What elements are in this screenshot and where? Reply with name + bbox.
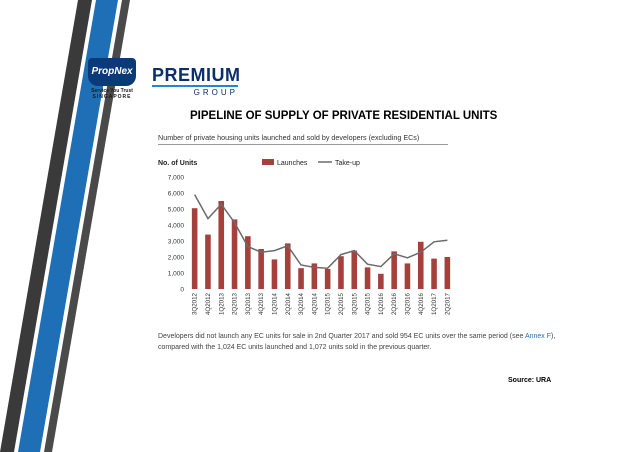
x-tick-label: 2Q2017 <box>444 292 451 315</box>
x-tick-label: 2Q2014 <box>285 292 292 315</box>
bar-launches <box>298 268 304 289</box>
premium-word: PREMIUM <box>152 65 241 85</box>
chart-title: Number of private housing units launched… <box>158 133 448 145</box>
decorative-stripes <box>0 0 130 452</box>
bar-launches <box>311 263 318 289</box>
x-tick-label: 4Q2015 <box>365 292 372 315</box>
y-tick-label: 1,000 <box>168 271 185 278</box>
x-tick-label: 1Q2017 <box>431 292 438 315</box>
chart-figure: Number of private housing units launched… <box>158 133 558 363</box>
bar-launches <box>218 201 225 289</box>
bar-launches <box>444 257 451 289</box>
legend-label-launches: Launches <box>277 160 308 167</box>
y-tick-label: 2,000 <box>168 255 185 262</box>
page-title: PIPELINE OF SUPPLY OF PRIVATE RESIDENTIA… <box>190 110 498 122</box>
bar-launches <box>324 269 331 289</box>
y-tick-label: 7,000 <box>168 175 185 182</box>
x-tick-label: 2Q2013 <box>232 292 239 315</box>
x-tick-label: 1Q2014 <box>271 292 278 315</box>
x-tick-label: 4Q2012 <box>205 292 212 315</box>
premium-sub: GROUP <box>152 85 238 97</box>
y-axis-label: No. of Units <box>158 160 197 167</box>
bar-launches <box>364 267 371 289</box>
y-tick-label: 3,000 <box>168 239 185 246</box>
x-tick-label: 2Q2016 <box>391 292 398 315</box>
chart-plot: No. of Units Launches Take-up 7,000 6,000 5,0… <box>158 159 451 315</box>
bar-launches <box>258 249 264 289</box>
bar-launches <box>205 234 211 289</box>
stripe-dark-outer <box>0 0 92 452</box>
x-tick-label: 1Q2013 <box>218 292 225 315</box>
x-tick-label: 2Q2015 <box>338 292 345 315</box>
y-tick-label: 4,000 <box>168 223 185 230</box>
legend-label-takeup: Take-up <box>335 160 360 167</box>
annex-link[interactable]: Annex F <box>524 333 552 340</box>
bar-launches <box>417 241 424 289</box>
legend-swatch-launches <box>262 159 274 165</box>
note-text-before: Developers did not launch any EC units f… <box>158 333 525 340</box>
chart-note: Developers did not launch any EC units f… <box>158 331 558 353</box>
x-tick-label: 4Q2013 <box>258 292 265 315</box>
source-label: Source: URA <box>508 377 552 384</box>
x-tick-label: 3Q2016 <box>404 292 411 315</box>
y-tick-label: 5,000 <box>168 207 185 214</box>
propnex-brand: PropNex <box>91 66 133 77</box>
propnex-country: SINGAPORE <box>92 94 132 100</box>
premium-group-logo: PREMIUM GROUP <box>152 65 244 97</box>
bar-launches <box>245 236 251 289</box>
bar-launches <box>391 251 397 289</box>
line-takeup <box>193 194 448 269</box>
bar-launches <box>351 250 358 289</box>
bar-launches <box>271 259 278 289</box>
bar-launches <box>284 243 291 289</box>
y-tick-label: 0 <box>180 287 184 294</box>
stripe-blue <box>18 0 118 452</box>
note-text-after: ), compared with the 1,024 EC units laun… <box>158 333 556 351</box>
x-tick-label: 3Q2015 <box>351 292 358 315</box>
propnex-tagline: Service You Trust <box>91 88 133 94</box>
x-tick-label: 1Q2015 <box>325 292 332 315</box>
bar-launches <box>431 258 437 289</box>
x-tick-label: 4Q2016 <box>418 292 425 315</box>
x-tick-label: 4Q2014 <box>311 292 318 315</box>
bar-launches <box>378 273 384 289</box>
bar-launches <box>191 208 198 289</box>
propnex-shield-icon: PropNex <box>88 58 136 86</box>
y-tick-label: 6,000 <box>168 191 185 198</box>
x-tick-label: 1Q2016 <box>378 292 385 315</box>
x-tick-label: 3Q2013 <box>245 292 252 315</box>
propnex-logo: PropNex Service You Trust SINGAPORE <box>84 58 140 108</box>
bar-launches <box>338 256 344 289</box>
bar-launches <box>404 263 411 289</box>
stripe-dark-inner <box>44 0 130 452</box>
x-tick-label: 3Q2014 <box>298 292 305 315</box>
x-tick-label: 3Q2012 <box>192 292 199 315</box>
bar-launches <box>231 219 238 289</box>
